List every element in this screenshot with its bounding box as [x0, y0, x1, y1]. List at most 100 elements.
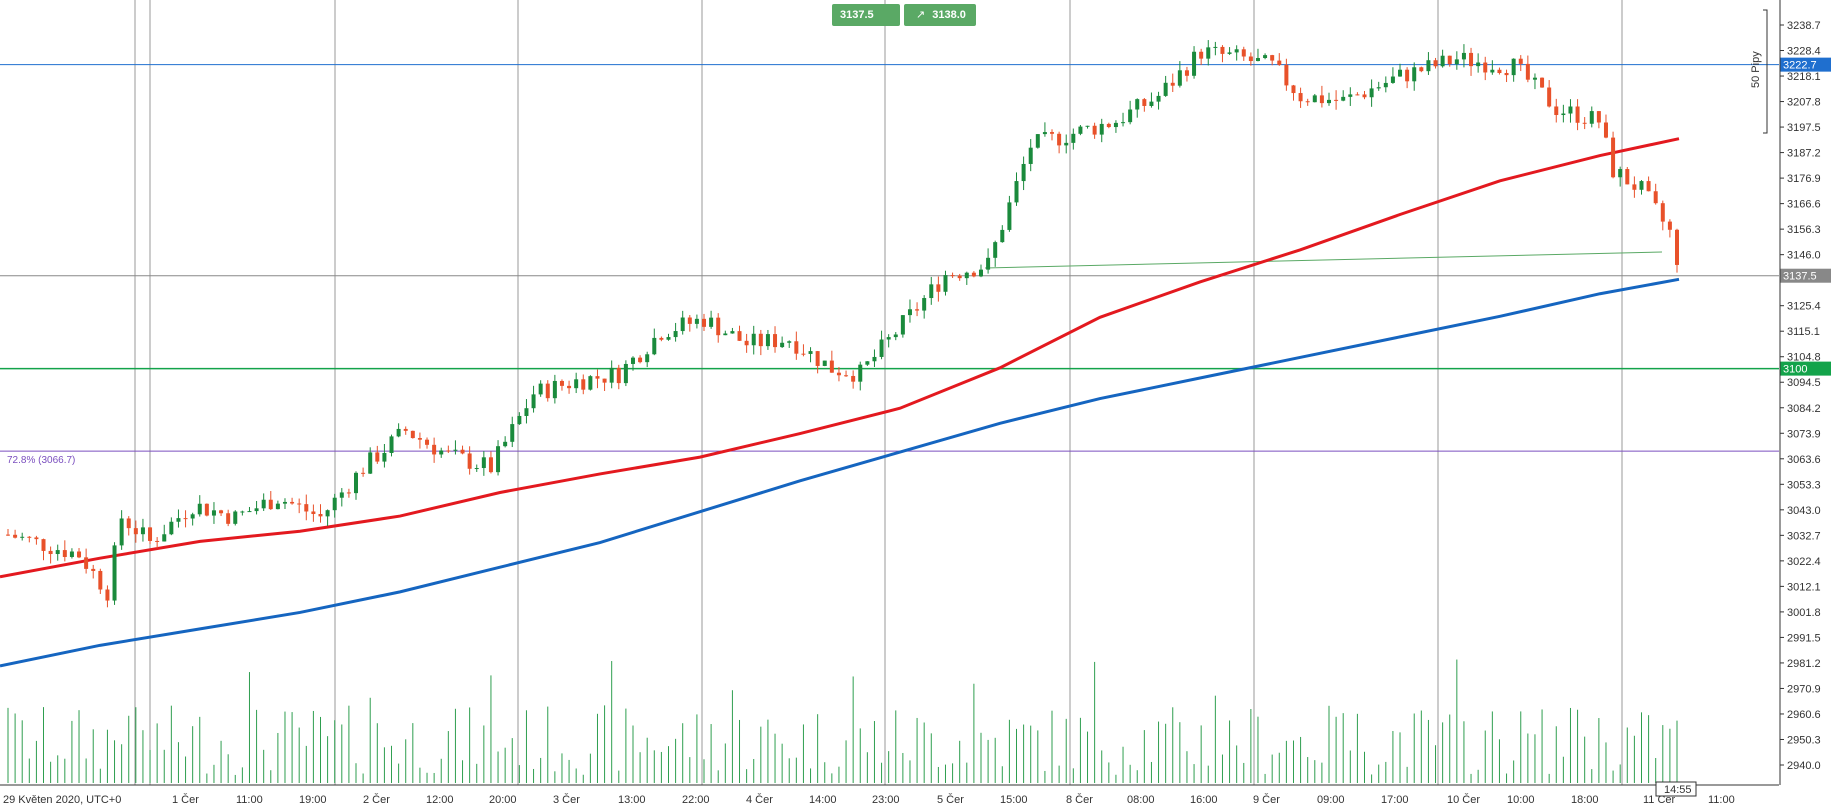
- price-tick-label: 3001.8: [1787, 607, 1821, 619]
- candle-body: [751, 333, 756, 346]
- candle-body: [1646, 181, 1651, 192]
- candle-body: [652, 337, 657, 355]
- candle-body: [552, 380, 557, 399]
- candle-body: [1504, 73, 1509, 76]
- candlesticks: [6, 40, 1679, 608]
- candle-body: [219, 510, 224, 514]
- candle-body: [808, 351, 813, 354]
- candle-body: [1192, 51, 1197, 76]
- price-tick-label: 3043.0: [1787, 505, 1821, 517]
- candle-body: [488, 457, 493, 473]
- candle-body: [1483, 62, 1488, 73]
- candle-body: [77, 551, 82, 558]
- price-axis[interactable]: 3238.7 3228.4 3218.1 3207.8 3197.5 3187.2 3176…: [1779, 0, 1821, 785]
- price-tick-label: 3073.9: [1787, 428, 1821, 440]
- candle-body: [1447, 55, 1452, 65]
- candle-body: [240, 511, 245, 513]
- candle-body: [325, 510, 330, 517]
- candle-body: [1476, 62, 1481, 67]
- time-tick-label: 19:00: [299, 794, 327, 806]
- time-axis[interactable]: 29 Květen 2020, UTC+0 1 Čer 11:00 19:00 2 Če…: [0, 781, 1779, 806]
- candle-body: [41, 539, 46, 551]
- candle-body: [638, 357, 643, 363]
- candle-body: [1050, 132, 1055, 134]
- candle-body: [403, 428, 408, 431]
- horizontal-levels[interactable]: 3222.7 3137.5 3100: [0, 57, 1831, 452]
- price-tick-label: 3053.3: [1787, 479, 1821, 491]
- trend-line[interactable]: [984, 251, 1663, 269]
- candle-body: [162, 534, 167, 542]
- price-tick-label: 3166.6: [1787, 199, 1821, 211]
- price-tick-label: 3084.2: [1787, 403, 1821, 415]
- candle-body: [1035, 134, 1040, 148]
- candle-body: [1639, 181, 1644, 190]
- candle-body: [112, 545, 117, 601]
- candle-body: [1376, 87, 1381, 89]
- candle-body: [1000, 229, 1005, 243]
- candle-body: [233, 511, 238, 524]
- candle-body: [297, 503, 302, 505]
- candle-body: [1177, 70, 1182, 86]
- candle-body: [98, 570, 103, 590]
- candle-body: [382, 452, 387, 462]
- candle-body: [311, 511, 316, 515]
- candle-body: [1277, 60, 1282, 65]
- pip-scale-bracket: 50 Pipy: [1750, 9, 1768, 134]
- time-tick-label: 4 Čer: [746, 793, 773, 806]
- candle-body: [1078, 126, 1083, 134]
- buy-price: 3138.0: [932, 9, 966, 21]
- time-tick-label: 23:00: [872, 794, 900, 806]
- candle-body: [176, 518, 181, 522]
- candle-body: [1625, 169, 1630, 185]
- candle-body: [1227, 52, 1232, 54]
- candle-body: [879, 339, 884, 357]
- candle-body: [247, 511, 252, 513]
- candle-body: [907, 309, 912, 316]
- candle-body: [55, 550, 60, 555]
- candle-body: [268, 499, 273, 510]
- candle-body: [425, 439, 430, 445]
- candle-body: [1355, 94, 1360, 96]
- price-tick-label: 3012.1: [1787, 581, 1821, 593]
- time-tick-label: 18:00: [1571, 794, 1599, 806]
- candle-body: [119, 518, 124, 546]
- candle-body: [126, 518, 131, 529]
- candle-body: [545, 383, 550, 399]
- candle-body: [1575, 106, 1580, 123]
- arrow-up-right-icon: ↗: [916, 9, 926, 21]
- price-tick-label: 3022.4: [1787, 556, 1821, 568]
- time-tick-label: 5 Čer: [937, 793, 964, 806]
- candle-body: [410, 430, 415, 439]
- candle-body: [1092, 125, 1097, 135]
- candle-body: [361, 472, 366, 474]
- candle-body: [886, 337, 891, 340]
- buy-button[interactable]: ↗ 3138.0: [904, 4, 976, 26]
- candle-body: [1419, 67, 1424, 72]
- time-tick-label: 9 Čer: [1253, 793, 1280, 806]
- candle-body: [645, 354, 650, 363]
- time-tick-label: 14:00: [809, 794, 837, 806]
- sell-price: 3137.5: [840, 9, 874, 21]
- candle-body: [1511, 58, 1516, 76]
- candle-body: [1369, 88, 1374, 98]
- candle-body: [503, 441, 508, 447]
- candle-body: [1454, 59, 1459, 65]
- candle-body: [1660, 203, 1665, 222]
- candle-body: [588, 376, 593, 390]
- candle-body: [971, 272, 976, 277]
- sell-button[interactable]: 3137.5 ↗: [832, 4, 900, 43]
- candle-body: [254, 508, 259, 512]
- candle-body: [1334, 99, 1339, 101]
- level-price-text: 3222.7: [1783, 60, 1817, 72]
- candle-body: [574, 379, 579, 389]
- candle-body: [1667, 221, 1672, 230]
- candle-body: [1270, 55, 1275, 61]
- price-tick-label: 3115.1: [1787, 326, 1820, 338]
- candle-body: [773, 334, 778, 348]
- candle-body: [1319, 95, 1324, 104]
- candle-body: [1362, 94, 1367, 98]
- candle-body: [1675, 229, 1679, 265]
- price-tick-label: 3104.8: [1787, 352, 1821, 364]
- candle-body: [1220, 46, 1225, 54]
